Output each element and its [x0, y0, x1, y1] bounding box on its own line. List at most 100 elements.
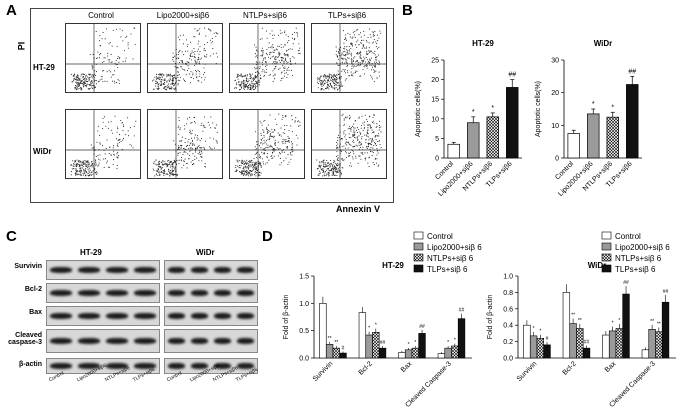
flow-dot — [88, 78, 90, 80]
flow-dot — [95, 171, 97, 173]
flow-dot — [91, 73, 93, 75]
flow-dot — [167, 87, 169, 89]
flow-dot — [103, 158, 105, 160]
blot-band — [214, 290, 231, 296]
x-tick-label: Lipo2000+siβ6 — [437, 160, 474, 197]
flow-dot — [95, 30, 97, 33]
flow-dot — [324, 170, 326, 173]
flow-dot — [173, 140, 175, 142]
flow-dot — [378, 46, 380, 48]
flow-dot — [96, 173, 98, 175]
flow-dot — [197, 138, 199, 140]
blot-band — [134, 313, 156, 319]
flow-dot — [317, 167, 319, 170]
flow-dot — [285, 140, 287, 142]
flow-dot — [91, 75, 93, 77]
flow-dot — [194, 36, 196, 38]
flow-dot — [264, 148, 266, 150]
flow-dot — [105, 125, 107, 127]
flow-dot — [78, 161, 80, 163]
flow-dot — [198, 57, 200, 59]
flow-dot — [129, 127, 131, 129]
flow-dot — [356, 52, 358, 55]
flow-dot — [90, 165, 92, 167]
flow-dot — [289, 58, 291, 60]
flow-dot — [91, 147, 93, 149]
flow-dot — [116, 153, 118, 155]
y-tick-label: 0.4 — [503, 323, 513, 330]
flow-dot — [257, 172, 259, 174]
flow-dot — [95, 165, 97, 167]
flow-dot — [192, 141, 194, 143]
flow-dot — [340, 151, 342, 153]
flow-dot — [377, 62, 379, 65]
flow-dot — [116, 131, 118, 133]
flow-dot — [189, 53, 192, 55]
flow-dot — [211, 37, 213, 39]
flow-dot — [83, 73, 86, 75]
flow-dot — [371, 140, 373, 142]
flow-dot — [285, 157, 287, 159]
flow-dot — [352, 149, 354, 151]
bar — [358, 312, 367, 359]
flow-dot — [319, 165, 321, 167]
flow-dot — [262, 51, 264, 53]
flow-dot — [104, 57, 106, 59]
flow-dot — [108, 61, 110, 63]
flow-dot — [343, 118, 345, 120]
flow-dot — [259, 38, 261, 40]
flow-dot — [74, 85, 76, 87]
flow-dot — [110, 129, 112, 131]
flow-dot — [352, 139, 354, 141]
flow-dot — [110, 53, 112, 55]
flow-dot — [78, 82, 80, 85]
flow-dot — [258, 73, 260, 75]
flow-dot — [266, 162, 268, 164]
legend-label: TLPs+siβ 6 — [615, 265, 656, 274]
flow-dot — [369, 115, 371, 117]
flow-dot — [178, 58, 180, 60]
flow-dot — [175, 48, 177, 51]
flow-dot — [155, 173, 157, 175]
flow-dot — [347, 147, 349, 149]
flow-dot — [378, 120, 381, 122]
flow-dot — [92, 87, 94, 90]
flow-dot — [248, 165, 250, 167]
flow-dot — [335, 155, 337, 157]
flow-dot — [355, 44, 357, 46]
flow-dot — [343, 48, 346, 50]
flow-dot — [89, 167, 91, 169]
flow-dot — [253, 85, 255, 88]
flow-dot — [178, 51, 180, 53]
flow-dot — [204, 165, 206, 168]
flow-dot — [79, 87, 81, 89]
flow-dot — [167, 83, 169, 85]
flow-dot — [318, 173, 320, 175]
flow-dot — [281, 58, 283, 60]
flow-dot — [324, 172, 326, 174]
flow-dot — [274, 141, 276, 144]
flow-dot — [80, 171, 82, 173]
flow-dot — [103, 70, 105, 72]
flow-dot — [360, 52, 362, 54]
flow-dot — [337, 64, 339, 66]
flow-dot — [338, 49, 340, 51]
flow-dot — [380, 147, 382, 149]
flow-dot — [250, 87, 252, 89]
flow-dot — [354, 131, 356, 133]
flow-dot — [266, 37, 268, 39]
flow-dot — [299, 121, 301, 123]
flow-dot — [376, 154, 378, 156]
flow-dot — [364, 159, 366, 161]
flow-dot — [366, 59, 369, 61]
flow-dot — [373, 114, 376, 116]
flow-dot — [166, 87, 168, 89]
flow-dot — [79, 171, 81, 173]
flow-dot — [165, 173, 167, 175]
flow-dot — [185, 74, 187, 76]
flow-dot — [288, 66, 290, 68]
flow-dot — [164, 83, 166, 85]
flow-dot — [276, 123, 278, 126]
flow-dot-plot — [229, 23, 305, 93]
flow-dot — [246, 75, 248, 77]
